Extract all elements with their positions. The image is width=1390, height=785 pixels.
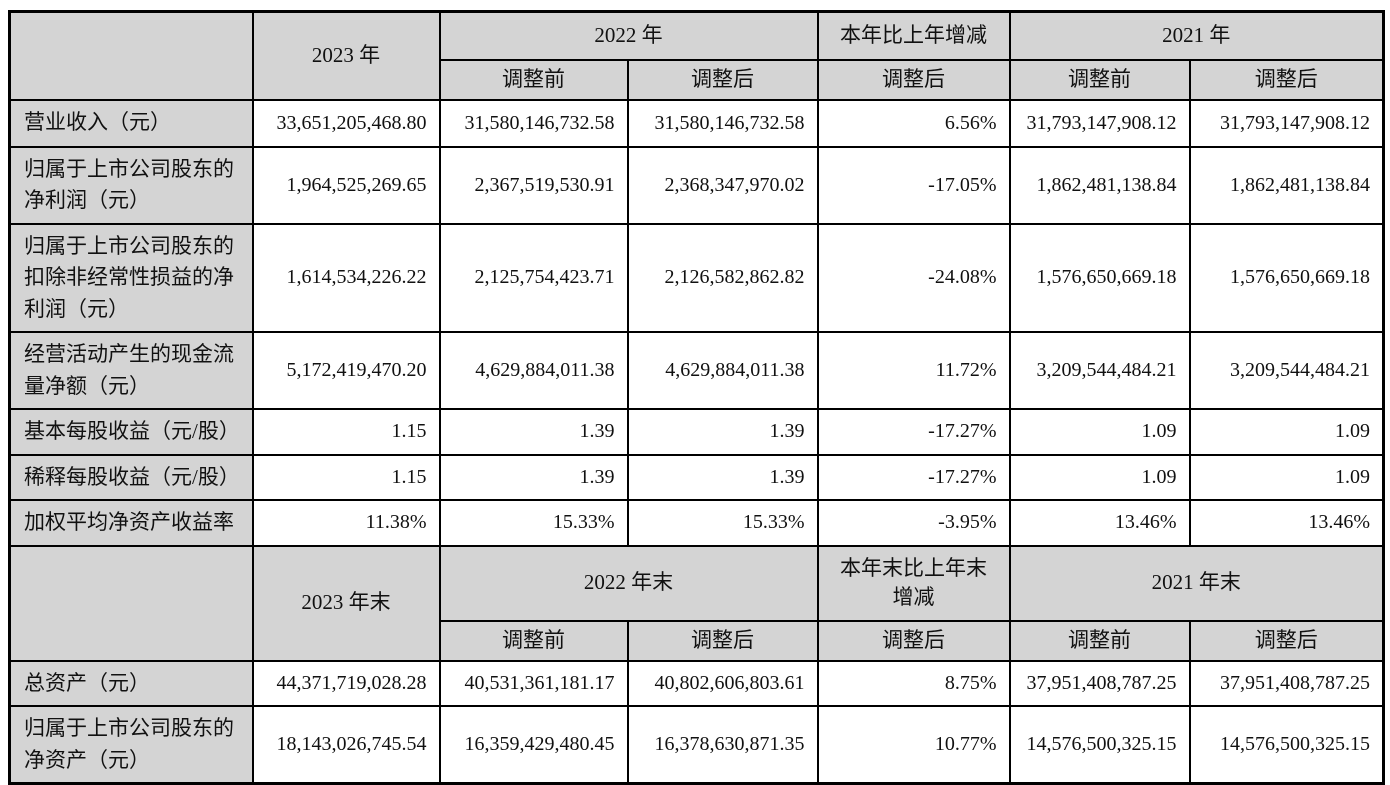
cell-2021-pre: 13.46%	[1008, 499, 1191, 547]
subheader-change-post: 调整后	[816, 58, 1011, 101]
cell-2023: 1.15	[251, 408, 441, 456]
cell-2021-post: 14,576,500,325.15	[1188, 705, 1385, 785]
row-label: 加权平均净资产收益率	[8, 499, 254, 547]
row-label: 归属于上市公司股东的扣除非经常性损益的净利润（元）	[8, 222, 254, 333]
cell-2022-pre: 2,125,754,423.71	[438, 222, 629, 333]
cell-2021-post: 1.09	[1188, 408, 1385, 456]
cell-2022-post: 15.33%	[626, 499, 819, 547]
table-row: 归属于上市公司股东的扣除非经常性损益的净利润（元） 1,614,534,226.…	[8, 222, 1385, 333]
cell-2023: 33,651,205,468.80	[251, 98, 441, 148]
cell-2021-pre: 37,951,408,787.25	[1008, 659, 1191, 707]
subheader-2022-pre: 调整前	[438, 58, 629, 101]
subheader-2021-pre: 调整前	[1008, 58, 1191, 101]
subheader-2022-post: 调整后	[626, 58, 819, 101]
cell-2021-pre: 3,209,544,484.21	[1008, 331, 1191, 410]
subheader2-2021-pre: 调整前	[1008, 619, 1191, 662]
cell-change: -17.05%	[816, 145, 1011, 225]
header-yoy-end-change: 本年末比上年末 增减	[816, 544, 1011, 622]
subheader-2021-post: 调整后	[1188, 58, 1385, 101]
cell-2023: 18,143,026,745.54	[251, 705, 441, 785]
subheader2-2022-post: 调整后	[626, 619, 819, 662]
cell-change: 10.77%	[816, 705, 1011, 785]
cell-2023: 11.38%	[251, 499, 441, 547]
cell-2021-post: 1,862,481,138.84	[1188, 145, 1385, 225]
header-2021-end: 2021 年末	[1008, 544, 1385, 622]
row-label: 营业收入（元）	[8, 98, 254, 148]
financial-summary-table: 2023 年 2022 年 本年比上年增减 2021 年 调整前 调整后 调整后…	[8, 10, 1385, 785]
cell-change: 6.56%	[816, 98, 1011, 148]
cell-2022-pre: 4,629,884,011.38	[438, 331, 629, 410]
cell-2022-post: 1.39	[626, 408, 819, 456]
cell-2022-pre: 40,531,361,181.17	[438, 659, 629, 707]
cell-2021-pre: 1.09	[1008, 453, 1191, 501]
cell-2022-post: 1.39	[626, 453, 819, 501]
row-label: 稀释每股收益（元/股）	[8, 453, 254, 501]
header-2022: 2022 年	[438, 10, 819, 61]
cell-2021-post: 1,576,650,669.18	[1188, 222, 1385, 333]
header-2021: 2021 年	[1008, 10, 1385, 61]
cell-2021-pre: 1,862,481,138.84	[1008, 145, 1191, 225]
row-label: 总资产（元）	[8, 659, 254, 707]
cell-2021-post: 31,793,147,908.12	[1188, 98, 1385, 148]
row-label: 经营活动产生的现金流量净额（元）	[8, 331, 254, 410]
cell-2022-post: 2,368,347,970.02	[626, 145, 819, 225]
table-row: 稀释每股收益（元/股） 1.15 1.39 1.39 -17.27% 1.09 …	[8, 453, 1385, 501]
cell-change: 11.72%	[816, 331, 1011, 410]
header-2023: 2023 年	[251, 10, 441, 101]
cell-2021-pre: 1.09	[1008, 408, 1191, 456]
table-row: 基本每股收益（元/股） 1.15 1.39 1.39 -17.27% 1.09 …	[8, 408, 1385, 456]
table-row: 加权平均净资产收益率 11.38% 15.33% 15.33% -3.95% 1…	[8, 499, 1385, 547]
table-row: 归属于上市公司股东的净资产（元） 18,143,026,745.54 16,35…	[8, 705, 1385, 785]
row-label: 归属于上市公司股东的净利润（元）	[8, 145, 254, 225]
corner-cell-2	[8, 544, 254, 662]
subheader2-2021-post: 调整后	[1188, 619, 1385, 662]
cell-2021-post: 37,951,408,787.25	[1188, 659, 1385, 707]
table-row: 归属于上市公司股东的净利润（元） 1,964,525,269.65 2,367,…	[8, 145, 1385, 225]
cell-2022-pre: 15.33%	[438, 499, 629, 547]
cell-2022-pre: 16,359,429,480.45	[438, 705, 629, 785]
subheader2-2022-pre: 调整前	[438, 619, 629, 662]
cell-2021-post: 13.46%	[1188, 499, 1385, 547]
cell-2022-pre: 1.39	[438, 453, 629, 501]
cell-change: -17.27%	[816, 408, 1011, 456]
header-2023-end: 2023 年末	[251, 544, 441, 662]
subheader2-change-post: 调整后	[816, 619, 1011, 662]
header-yoy-change: 本年比上年增减	[816, 10, 1011, 61]
corner-cell	[8, 10, 254, 101]
row-label: 基本每股收益（元/股）	[8, 408, 254, 456]
cell-2021-pre: 1,576,650,669.18	[1008, 222, 1191, 333]
cell-2023: 5,172,419,470.20	[251, 331, 441, 410]
cell-change: -17.27%	[816, 453, 1011, 501]
cell-2021-post: 1.09	[1188, 453, 1385, 501]
cell-2023: 1.15	[251, 453, 441, 501]
table-row: 营业收入（元） 33,651,205,468.80 31,580,146,732…	[8, 98, 1385, 148]
cell-2022-pre: 1.39	[438, 408, 629, 456]
cell-change: -3.95%	[816, 499, 1011, 547]
cell-2023: 1,614,534,226.22	[251, 222, 441, 333]
table-row: 总资产（元） 44,371,719,028.28 40,531,361,181.…	[8, 659, 1385, 707]
cell-2022-post: 16,378,630,871.35	[626, 705, 819, 785]
row-label: 归属于上市公司股东的净资产（元）	[8, 705, 254, 785]
cell-2022-pre: 2,367,519,530.91	[438, 145, 629, 225]
cell-2021-post: 3,209,544,484.21	[1188, 331, 1385, 410]
cell-2022-post: 31,580,146,732.58	[626, 98, 819, 148]
cell-2022-post: 2,126,582,862.82	[626, 222, 819, 333]
cell-2022-post: 40,802,606,803.61	[626, 659, 819, 707]
cell-2023: 44,371,719,028.28	[251, 659, 441, 707]
table-row: 经营活动产生的现金流量净额（元） 5,172,419,470.20 4,629,…	[8, 331, 1385, 410]
cell-2022-pre: 31,580,146,732.58	[438, 98, 629, 148]
header-2022-end: 2022 年末	[438, 544, 819, 622]
cell-2021-pre: 14,576,500,325.15	[1008, 705, 1191, 785]
cell-change: 8.75%	[816, 659, 1011, 707]
cell-2023: 1,964,525,269.65	[251, 145, 441, 225]
cell-change: -24.08%	[816, 222, 1011, 333]
cell-2022-post: 4,629,884,011.38	[626, 331, 819, 410]
cell-2021-pre: 31,793,147,908.12	[1008, 98, 1191, 148]
